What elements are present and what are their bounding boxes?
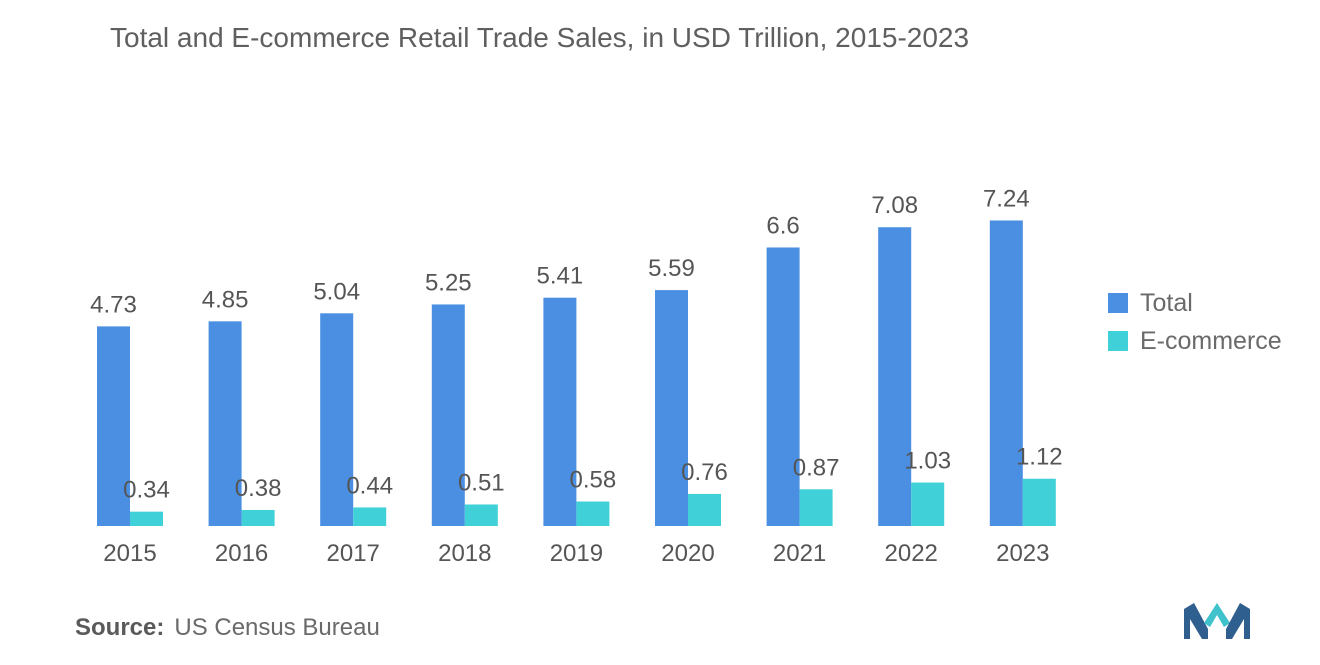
bar-ecommerce-2021 <box>799 489 833 526</box>
bar-ecommerce-2020 <box>688 493 721 526</box>
bar-ecommerce-2023 <box>1022 478 1056 526</box>
data-label-total-2020: 5.59 <box>648 255 695 282</box>
data-label-total-2016: 4.85 <box>202 286 249 313</box>
data-label-total-2021: 6.6 <box>766 212 799 239</box>
source-label: Source: <box>75 614 165 641</box>
x-tick-label-2015: 2015 <box>103 540 156 567</box>
legend-swatch-total <box>1108 293 1128 313</box>
bar-total-2016 <box>208 321 242 526</box>
bar-total-2021 <box>766 247 800 527</box>
bar-ecommerce-2016 <box>241 509 275 526</box>
data-label-ecommerce-2017: 0.44 <box>346 472 393 499</box>
bar-ecommerce-2017 <box>353 507 387 526</box>
bar-ecommerce-2022 <box>911 482 945 526</box>
x-tick-label-2016: 2016 <box>215 540 268 567</box>
chart-legend: Total E-commerce <box>1108 284 1282 360</box>
source-value: US Census Bureau <box>174 614 380 641</box>
bar-total-2023 <box>989 220 1023 527</box>
bar-ecommerce-2018 <box>464 504 498 526</box>
legend-item-ecommerce: E-commerce <box>1108 322 1282 360</box>
data-label-ecommerce-2019: 0.58 <box>570 467 617 494</box>
data-label-total-2022: 7.08 <box>871 192 918 219</box>
bar-total-2015 <box>97 326 130 526</box>
bar-total-2019 <box>543 297 577 526</box>
data-label-total-2019: 5.41 <box>537 263 584 290</box>
legend-item-total: Total <box>1108 284 1282 322</box>
x-tick-label-2022: 2022 <box>885 540 938 567</box>
x-tick-label-2019: 2019 <box>550 540 603 567</box>
data-label-ecommerce-2016: 0.38 <box>235 475 282 502</box>
data-label-total-2015: 4.73 <box>90 291 137 318</box>
legend-label-ecommerce: E-commerce <box>1140 326 1282 355</box>
data-label-ecommerce-2015: 0.34 <box>123 477 170 504</box>
bar-total-2020 <box>655 290 688 526</box>
data-label-total-2018: 5.25 <box>425 269 472 296</box>
x-tick-label-2020: 2020 <box>661 540 714 567</box>
legend-label-total: Total <box>1140 288 1193 317</box>
bar-total-2017 <box>320 313 354 526</box>
data-label-ecommerce-2021: 0.87 <box>793 454 840 481</box>
data-label-total-2017: 5.04 <box>313 278 360 305</box>
bar-ecommerce-2015 <box>130 511 163 526</box>
data-label-ecommerce-2018: 0.51 <box>458 469 505 496</box>
x-tick-label-2018: 2018 <box>438 540 491 567</box>
legend-swatch-ecommerce <box>1108 331 1128 351</box>
data-label-ecommerce-2023: 1.12 <box>1016 444 1063 471</box>
bar-ecommerce-2019 <box>576 501 610 526</box>
x-tick-label-2021: 2021 <box>773 540 826 567</box>
bar-total-2022 <box>878 227 912 526</box>
data-label-total-2023: 7.24 <box>983 185 1030 212</box>
bar-total-2018 <box>431 304 465 526</box>
chart-title: Total and E-commerce Retail Trade Sales,… <box>110 22 970 53</box>
brand-logo-icon <box>1184 603 1250 639</box>
data-label-ecommerce-2020: 0.76 <box>681 459 728 486</box>
source-note: Source: US Census Bureau <box>75 614 380 642</box>
data-label-ecommerce-2022: 1.03 <box>904 448 951 475</box>
x-tick-label-2023: 2023 <box>996 540 1049 567</box>
x-tick-label-2017: 2017 <box>327 540 380 567</box>
